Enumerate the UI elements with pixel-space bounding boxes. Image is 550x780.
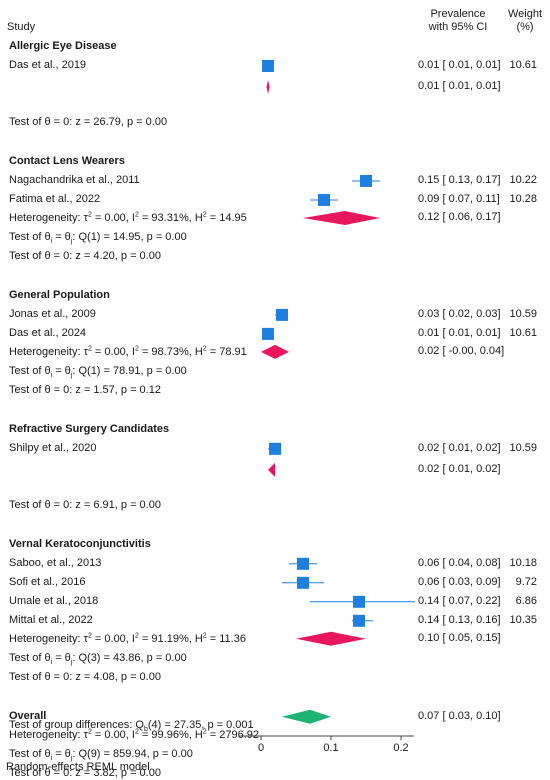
subgroup-summary-diamond xyxy=(303,210,380,225)
subgroup-summary-diamond xyxy=(261,344,289,359)
group-stat: Test of θi = θj: Q(3) = 43.86, p = 0.00 xyxy=(9,651,187,666)
subgroup-summary-diamond xyxy=(268,462,275,477)
model-footnote: Random-effects REML model xyxy=(6,761,150,773)
group-stat: Heterogeneity: τ2 = 0.00, I2 = 98.73%, H… xyxy=(9,345,247,358)
group-stat: Test of θ = 0: z = 1.57, p = 0.12 xyxy=(9,383,161,396)
subgroup-ci-text: 0.12 [ 0.06, 0.17] xyxy=(418,210,501,223)
study-label: Das et al., 2024 xyxy=(9,326,87,339)
group-stat: Heterogeneity: τ2 = 0.00, I2 = 93.31%, H… xyxy=(9,211,247,224)
study-weight: 10.22 xyxy=(509,173,537,186)
x-axis-tick-label: 0.1 xyxy=(323,742,338,754)
group-stat: Test of θi = θj: Q(1) = 14.95, p = 0.00 xyxy=(9,230,187,246)
study-estimate-square xyxy=(353,614,365,627)
group-stat: Test of θi = θj: Q(1) = 78.91, p = 0.00 xyxy=(9,364,187,380)
study-ci-text: 0.15 [ 0.13, 0.17] xyxy=(418,173,501,186)
subgroup-ci-text: 0.10 [ 0.05, 0.15] xyxy=(418,631,501,644)
x-axis-tick-label: 0.2 xyxy=(393,742,408,754)
group-differences-test: Test of group differences: Qb(4) = 27.35… xyxy=(9,719,254,734)
group-title: Vernal Keratoconjunctivitis xyxy=(9,537,151,550)
group-title: Allergic Eye Disease xyxy=(9,40,117,52)
study-ci-text: 0.09 [ 0.07, 0.11] xyxy=(418,192,500,205)
study-label: Shilpy et al., 2020 xyxy=(9,441,97,454)
study-ci-text: 0.14 [ 0.13, 0.16] xyxy=(418,613,501,626)
study-weight: 10.61 xyxy=(509,326,537,339)
study-estimate-square xyxy=(297,557,309,570)
study-label: Fatima et al., 2022 xyxy=(9,192,101,205)
group-stat: Test of θ = 0: z = 4.08, p = 0.00 xyxy=(9,670,161,683)
overall-stat: Heterogeneity: τ2 = 0.00, I2 = 99.96%, H… xyxy=(9,728,260,741)
group-title: General Population xyxy=(9,288,110,301)
study-estimate-square xyxy=(276,308,288,321)
study-label: Sofi et al., 2016 xyxy=(9,575,86,588)
study-weight: 10.59 xyxy=(509,307,537,320)
study-ci-text: 0.03 [ 0.02, 0.03] xyxy=(418,307,501,320)
group-stat: Test of θ = 0: z = 26.79, p = 0.00 xyxy=(9,116,168,128)
study-estimate-square xyxy=(262,60,274,72)
subgroup-summary-diamond xyxy=(266,80,270,94)
header-prevalence-line2: with 95% CI xyxy=(428,21,488,33)
header-weight-line2: (%) xyxy=(516,21,534,33)
study-weight: 6.86 xyxy=(515,594,537,607)
study-estimate-square xyxy=(360,174,372,187)
study-weight: 10.61 xyxy=(509,59,537,71)
overall-stat: Test of θi = θj: Q(9) = 859.94, p = 0.00 xyxy=(9,747,193,762)
overall-stat: Test of θ = 0: z = 3.82, p = 0.00 xyxy=(9,766,161,779)
subgroup-ci-text: 0.01 [ 0.01, 0.01] xyxy=(418,80,501,92)
study-ci-text: 0.14 [ 0.07, 0.22] xyxy=(418,594,501,607)
study-weight: 10.59 xyxy=(509,441,537,454)
study-label: Das et al., 2019 xyxy=(9,59,87,71)
study-weight: 9.72 xyxy=(515,575,537,588)
overall-summary-diamond xyxy=(282,709,331,724)
study-ci-text: 0.06 [ 0.03, 0.09] xyxy=(418,575,501,588)
subgroup-ci-text: 0.02 [ 0.01, 0.02] xyxy=(418,462,501,475)
header-weight-line1: Weight xyxy=(507,8,543,20)
study-label: Umale et al., 2018 xyxy=(9,594,99,607)
study-weight: 10.18 xyxy=(509,556,537,569)
x-axis-tick-label: 0 xyxy=(258,742,264,754)
study-weight: 10.35 xyxy=(509,613,537,626)
study-estimate-square xyxy=(262,327,274,340)
overall-title: Overall xyxy=(9,709,47,722)
study-label: Jonas et al., 2009 xyxy=(9,307,96,320)
study-label: Nagachandrika et al., 2011 xyxy=(9,173,140,186)
study-label: Mittal et al., 2022 xyxy=(9,613,93,626)
study-estimate-square xyxy=(269,442,281,455)
study-ci-text: 0.02 [ 0.01, 0.02] xyxy=(418,441,501,454)
study-estimate-square xyxy=(318,193,330,206)
group-title: Contact Lens Wearers xyxy=(9,154,125,167)
group-stat: Heterogeneity: τ2 = 0.00, I2 = 91.19%, H… xyxy=(9,632,246,645)
group-stat: Test of θ = 0: z = 4.20, p = 0.00 xyxy=(9,249,161,262)
subgroup-summary-diamond xyxy=(296,631,366,646)
study-label: Saboo, et al., 2013 xyxy=(9,556,102,569)
group-title: Refractive Surgery Candidates xyxy=(9,422,170,435)
group-stat: Test of θ = 0: z = 6.91, p = 0.00 xyxy=(9,498,161,511)
study-estimate-square xyxy=(353,595,365,608)
study-weight: 10.28 xyxy=(509,192,537,205)
study-ci-text: 0.06 [ 0.04, 0.08] xyxy=(418,556,501,569)
subgroup-ci-text: 0.02 [ -0.00, 0.04] xyxy=(418,344,505,357)
header-prevalence-line1: Prevalence xyxy=(430,8,486,20)
overall-ci-text: 0.07 [ 0.03, 0.10] xyxy=(418,709,501,722)
header-study: Study xyxy=(7,21,36,33)
study-ci-text: 0.01 [ 0.01, 0.01] xyxy=(418,326,501,339)
study-estimate-square xyxy=(297,576,309,589)
study-ci-text: 0.01 [ 0.01, 0.01] xyxy=(418,59,501,71)
